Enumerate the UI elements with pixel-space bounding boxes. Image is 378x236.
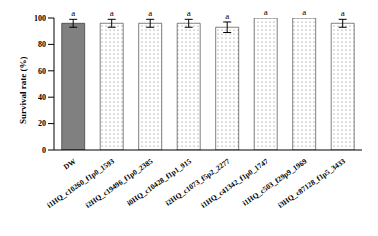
svg-text:100: 100 xyxy=(34,14,46,23)
svg-text:i2HQ_c19496_f1p0_2385: i2HQ_c19496_f1p0_2385 xyxy=(84,156,155,209)
svg-text:0: 0 xyxy=(42,146,46,155)
svg-text:60: 60 xyxy=(38,67,46,76)
svg-text:i0HQ_c10428_f1p1_915: i0HQ_c10428_f1p1_915 xyxy=(125,156,193,207)
svg-text:i1HQ_c41342_f1p0_1747: i1HQ_c41342_f1p0_1747 xyxy=(199,156,270,209)
svg-text:20: 20 xyxy=(38,119,46,128)
svg-text:a: a xyxy=(71,8,75,18)
svg-text:a: a xyxy=(302,8,306,17)
svg-text:a: a xyxy=(187,8,191,18)
svg-text:a: a xyxy=(341,8,345,18)
svg-text:a: a xyxy=(148,8,152,18)
svg-text:Survival rate (%): Survival rate (%) xyxy=(18,57,28,125)
svg-text:i1HQ_c10260_f1p0_1593: i1HQ_c10260_f1p0_1593 xyxy=(45,156,116,209)
svg-text:DW: DW xyxy=(62,156,78,171)
svg-text:i1HQ_c503_f29p9_1969: i1HQ_c503_f29p9_1969 xyxy=(241,156,309,207)
svg-text:i3HQ_c87128_f1p5_3433: i3HQ_c87128_f1p5_3433 xyxy=(276,156,347,209)
svg-text:80: 80 xyxy=(38,40,46,49)
svg-text:i2HQ_c1073_f5p2_2277: i2HQ_c1073_f5p2_2277 xyxy=(164,156,232,207)
svg-text:a: a xyxy=(110,8,114,18)
svg-text:40: 40 xyxy=(38,93,46,102)
svg-text:a: a xyxy=(264,8,268,17)
svg-text:a: a xyxy=(225,11,229,21)
